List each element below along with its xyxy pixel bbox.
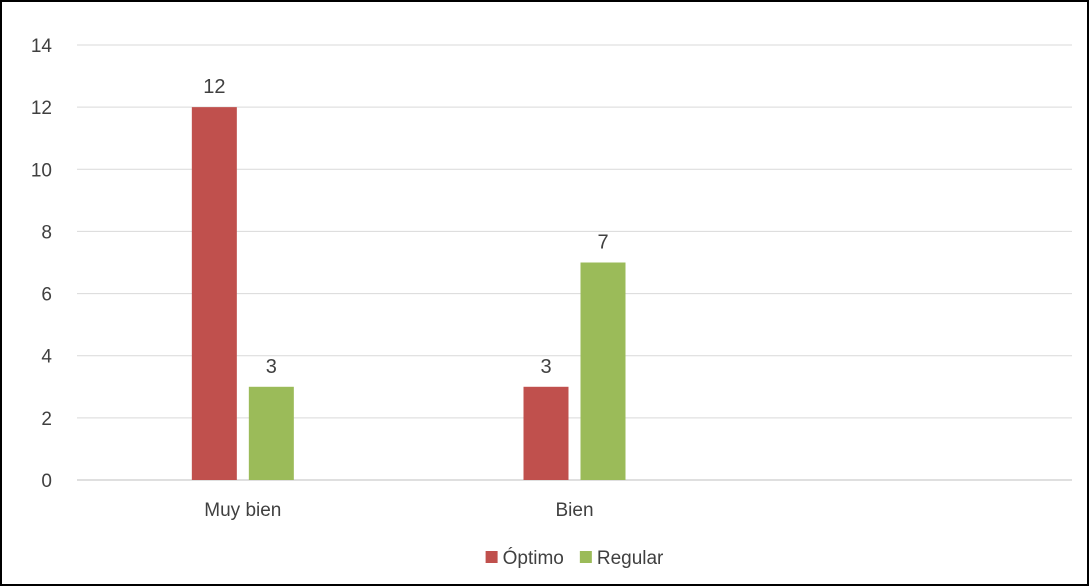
data-labels: 12 3 3 7 — [203, 76, 608, 378]
y-tick-label: 4 — [41, 347, 52, 368]
y-tick-label: 14 — [31, 36, 53, 57]
bar — [580, 262, 626, 480]
data-label: 3 — [266, 356, 277, 378]
bar — [248, 386, 294, 480]
y-tick-label: 12 — [31, 98, 52, 119]
y-tick-label: 2 — [41, 409, 52, 430]
data-label: 7 — [597, 232, 608, 254]
x-tick-label: Muy bien — [204, 500, 281, 521]
y-tick-label: 10 — [31, 160, 52, 181]
x-axis-ticks: Muy bien Bien — [204, 500, 593, 521]
bar — [523, 386, 569, 480]
legend-label: Regular — [597, 548, 664, 569]
x-tick-label: Bien — [555, 500, 593, 521]
data-label: 12 — [203, 76, 225, 98]
y-tick-label: 8 — [41, 222, 52, 243]
data-label: 3 — [540, 356, 551, 378]
bars — [191, 107, 626, 481]
y-tick-label: 0 — [41, 471, 52, 492]
y-tick-label: 6 — [41, 285, 52, 306]
legend-swatch — [579, 551, 592, 563]
gridlines — [77, 44, 1072, 481]
legend: Óptimo Regular — [485, 547, 664, 569]
bar — [191, 107, 237, 481]
legend-swatch — [485, 551, 498, 563]
legend-label: Óptimo — [503, 547, 564, 569]
y-axis-ticks: 0 2 4 6 8 10 12 14 — [31, 36, 53, 492]
